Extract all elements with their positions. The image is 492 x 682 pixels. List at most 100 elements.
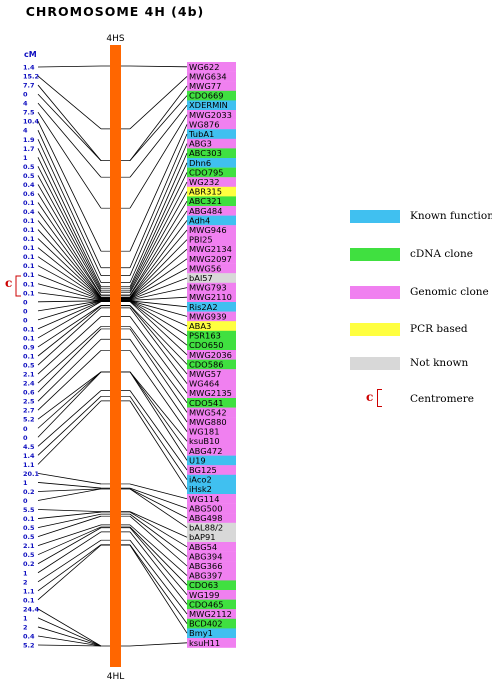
marker-box: [187, 119, 236, 130]
right-connector: [129, 371, 188, 461]
distance-label: 0.2: [23, 560, 35, 568]
left-connector: [37, 390, 102, 447]
marker-box: [187, 196, 236, 207]
right-connector: [129, 296, 188, 301]
marker-box: [187, 465, 236, 475]
left-connector: [37, 265, 102, 300]
marker-label: iHsk2: [189, 484, 212, 494]
right-connector: [129, 488, 188, 528]
right-connector: [129, 371, 188, 452]
left-connector: [37, 111, 102, 209]
left-connector: [37, 544, 102, 592]
legend-item-genomic: Genomic clone: [350, 286, 492, 300]
right-connector: [129, 390, 188, 471]
right-connector: [129, 642, 188, 647]
marker-label: MWG793: [189, 283, 227, 293]
distance-label: 0.5: [23, 524, 35, 532]
marker-box: [187, 484, 236, 495]
right-connector: [129, 104, 188, 178]
marker-label: ABG366: [189, 561, 223, 571]
distance-label: 0.4: [23, 181, 35, 189]
marker-box: [187, 532, 236, 543]
marker-box: [187, 628, 236, 639]
right-connector: [129, 95, 188, 161]
marker-label: bAl57: [189, 273, 213, 283]
right-connector: [129, 258, 188, 300]
marker-box: [187, 321, 236, 331]
marker-label: ABG397: [189, 571, 223, 581]
right-connector: [129, 316, 188, 394]
distance-label: 0.1: [23, 262, 35, 270]
distance-label: 1.1: [23, 461, 35, 469]
right-connector: [129, 172, 188, 289]
marker-box: [187, 407, 236, 418]
right-connector: [129, 229, 188, 298]
marker-label: ABG484: [189, 206, 223, 216]
left-connector: [37, 75, 102, 130]
right-connector: [129, 531, 188, 605]
marker-label: ksuB10: [189, 436, 220, 446]
distance-label: 0.1: [23, 217, 35, 225]
marker-label: MWG2097: [189, 254, 232, 264]
marker-label: MWG2135: [189, 388, 232, 398]
right-connector: [129, 153, 188, 283]
marker-label: CDO795: [189, 167, 224, 177]
marker-box: [187, 599, 236, 610]
marker-box: [187, 426, 236, 437]
marker-box: [187, 62, 236, 72]
left-connector: [37, 539, 102, 583]
left-connector: [37, 617, 102, 647]
marker-box: [187, 263, 236, 274]
marker-label: Ris2A2: [189, 302, 218, 312]
marker-box: [187, 138, 236, 149]
legend-label: Not known: [410, 357, 469, 369]
marker-label: PBI25: [189, 235, 213, 245]
marker-box: [187, 330, 236, 341]
left-connector: [37, 301, 102, 339]
left-connector: [37, 515, 102, 538]
left-connector: [37, 338, 102, 402]
marker-box: [187, 359, 236, 370]
left-connector: [37, 396, 102, 456]
right-connector: [129, 511, 188, 538]
marker-label: ABG3: [189, 139, 212, 149]
legend-swatch: [350, 357, 400, 370]
distance-label: 0.1: [23, 244, 35, 252]
right-connector: [129, 339, 188, 423]
distance-label: 0.9: [23, 343, 35, 351]
left-connector: [37, 157, 102, 287]
marker-label: ABA3: [189, 321, 211, 331]
right-connector: [129, 326, 188, 404]
left-connector: [37, 220, 102, 298]
distance-label: 0.1: [23, 289, 35, 297]
marker-box: [187, 369, 236, 379]
distance-label: 2.1: [23, 542, 35, 550]
right-connector: [129, 114, 188, 209]
page-title: CHROMOSOME 4H (4b): [25, 4, 205, 19]
distance-label: 5.2: [23, 416, 35, 424]
distance-label: 1.7: [23, 145, 35, 153]
marker-box: [187, 618, 236, 629]
legend-item-pcr: PCR based: [350, 323, 492, 337]
marker-label: MWG634: [189, 71, 227, 81]
left-connector: [37, 328, 102, 393]
distance-label: 0.1: [23, 271, 35, 279]
right-connector: [129, 143, 188, 276]
distance-label: 0.6: [23, 389, 35, 397]
marker-box: [187, 100, 236, 111]
marker-box: [187, 609, 236, 619]
marker-label: MWG542: [189, 407, 227, 417]
marker-label: Adh4: [189, 215, 210, 225]
left-connector: [37, 166, 102, 290]
left-connector: [37, 300, 102, 303]
marker-box: [187, 273, 236, 283]
marker-box: [187, 542, 236, 552]
marker-label: MWG2112: [189, 609, 232, 619]
marker-label: MWG939: [189, 311, 227, 321]
marker-box: [187, 494, 236, 504]
right-connector: [129, 277, 188, 300]
marker-box: [187, 378, 236, 389]
distance-label: 0.1: [23, 199, 35, 207]
marker-box: [187, 570, 236, 581]
marker-label: WG876: [189, 119, 219, 129]
